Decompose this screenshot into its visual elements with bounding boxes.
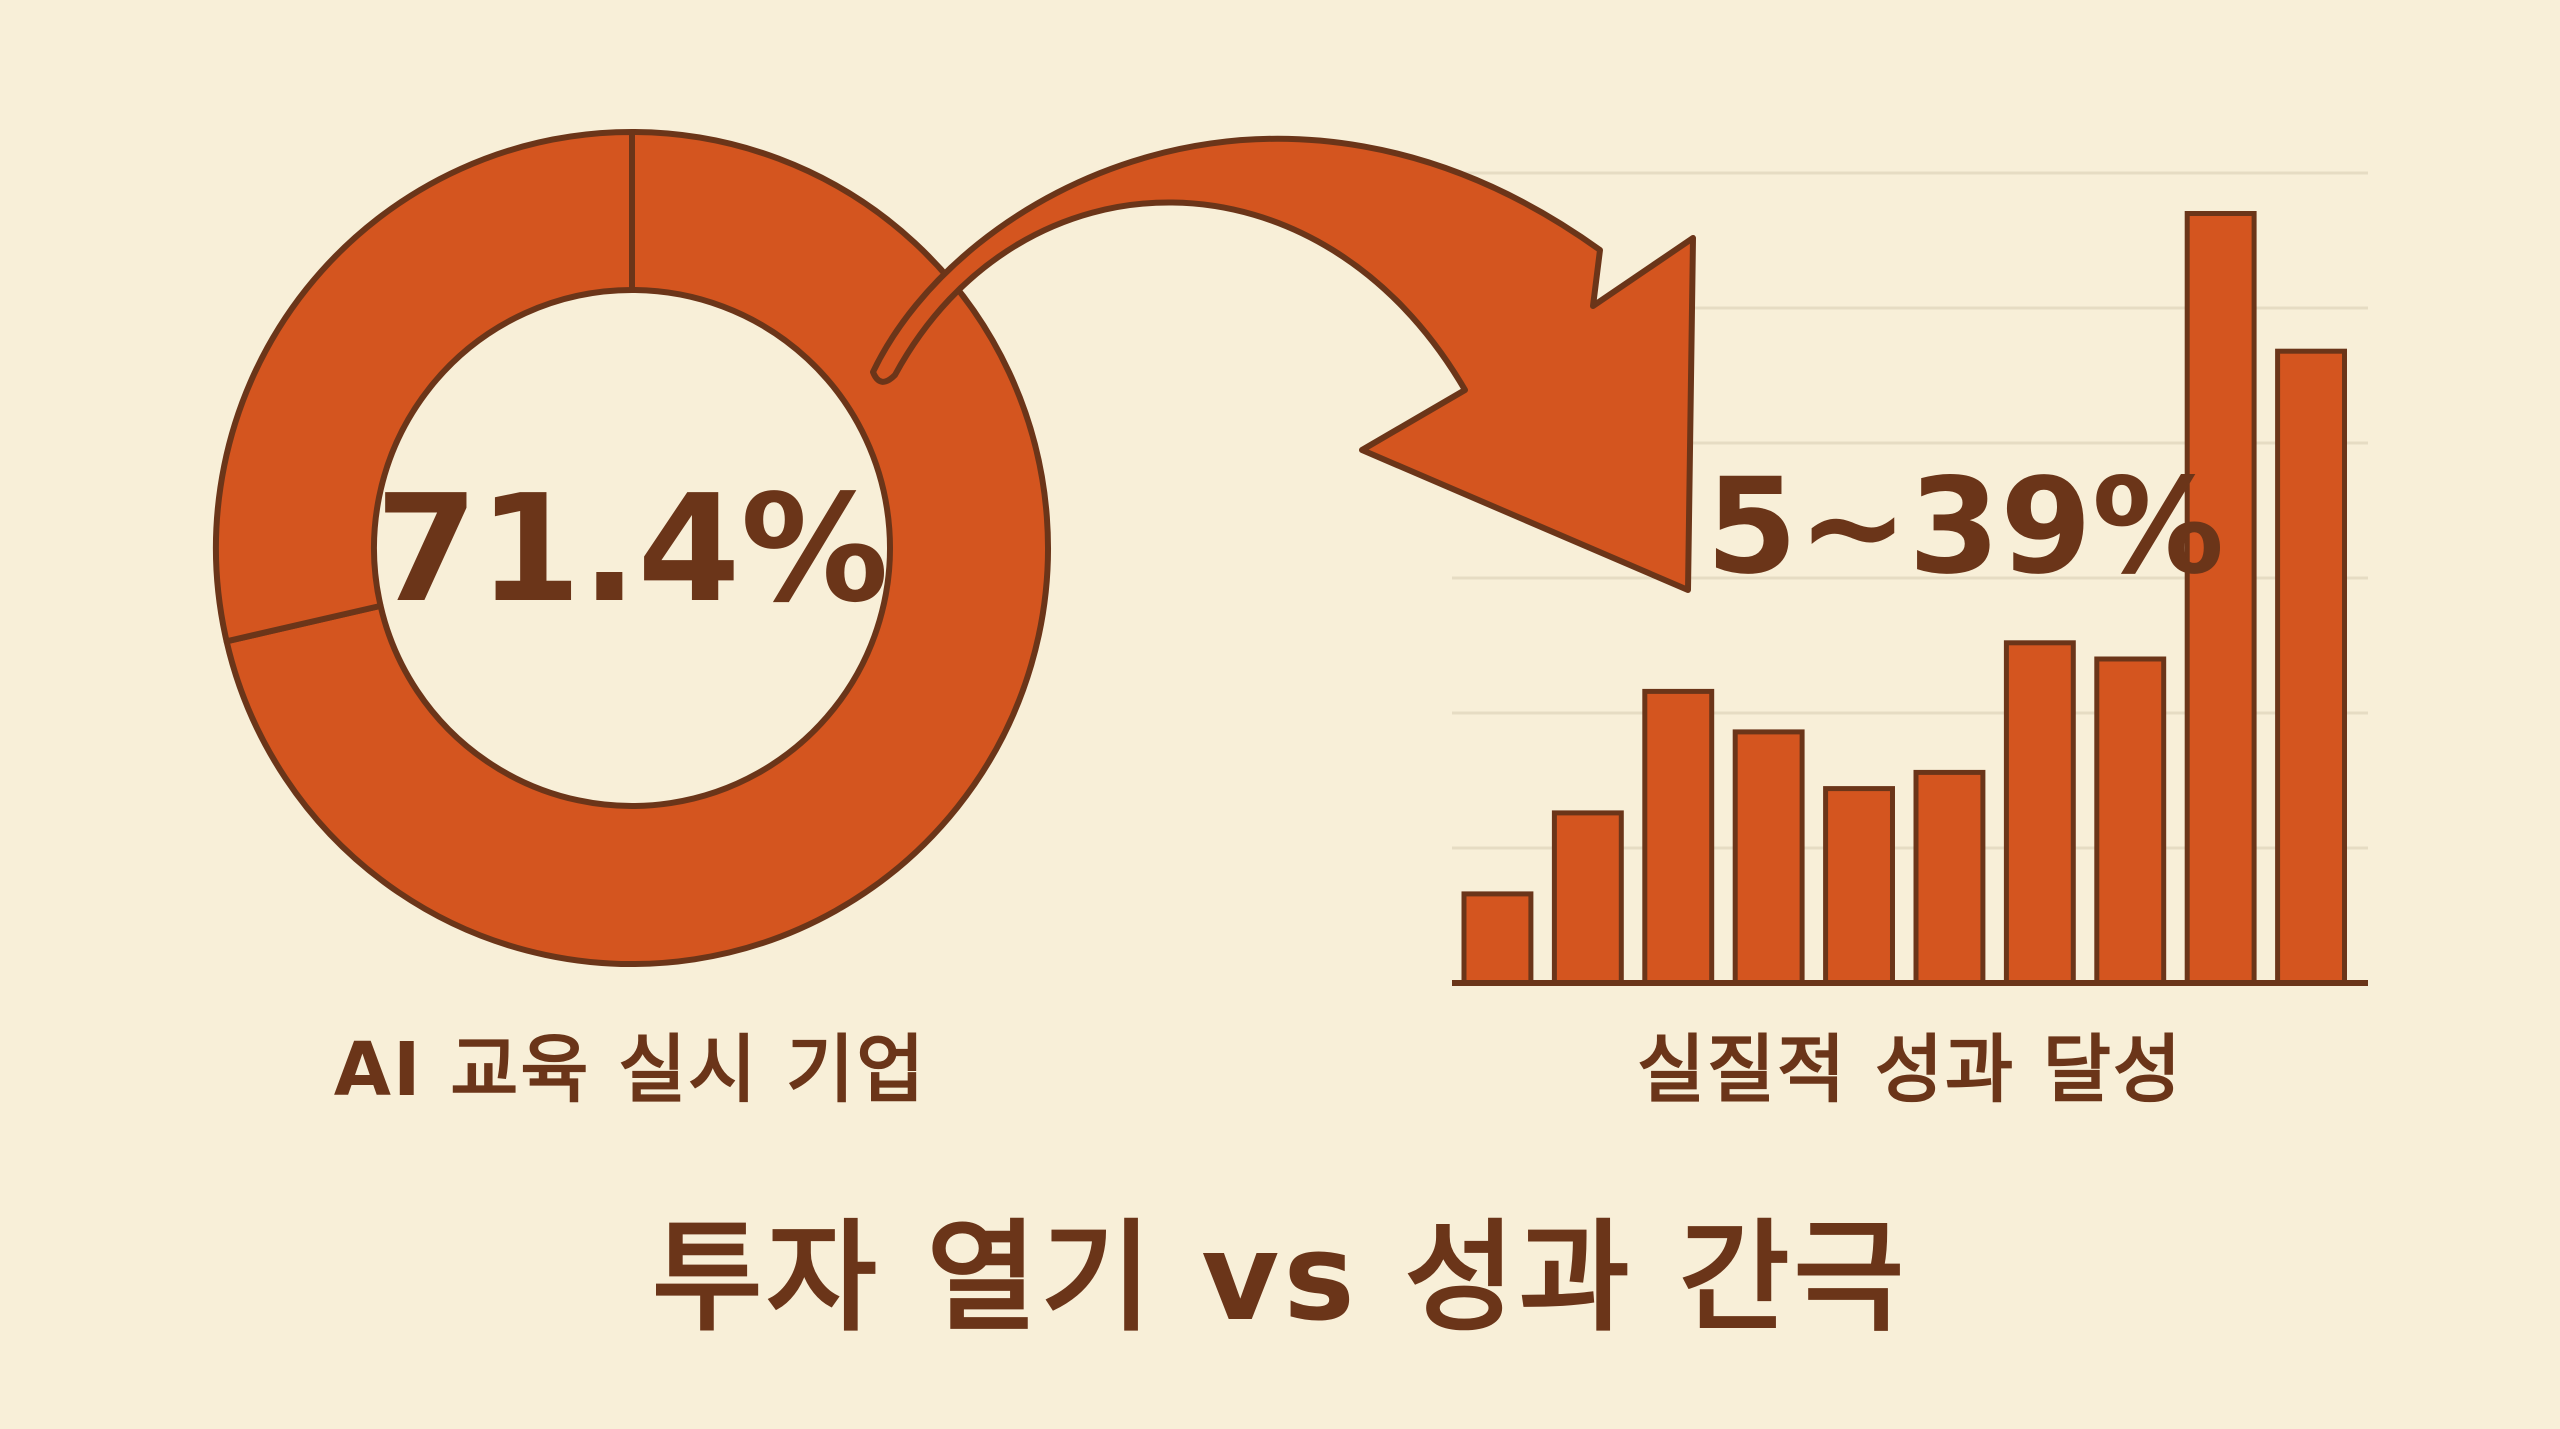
donut-chart	[213, 129, 1051, 967]
bar-10	[2275, 348, 2347, 986]
bar-chart-annotation: 5~39%	[1706, 450, 2224, 604]
bar-5	[1823, 786, 1895, 986]
donut-segment-1	[213, 129, 635, 645]
curved-arrow	[870, 135, 1696, 593]
bar-3	[1642, 688, 1715, 986]
donut-center-label: 71.4%	[375, 463, 888, 635]
bar-chart	[1452, 211, 2368, 986]
bar-2	[1551, 810, 1624, 986]
bar-1	[1461, 891, 1534, 986]
bar-7	[2003, 640, 2076, 986]
bar-8	[2094, 656, 2167, 986]
donut-segment-0	[223, 129, 1051, 967]
donut-caption: AI 교육 실시 기업	[333, 1027, 927, 1113]
bar-6	[1913, 769, 1986, 986]
bar-chart-caption: 실질적 성과 달성	[1636, 1027, 2184, 1113]
bar-4	[1732, 729, 1805, 986]
page-title: 투자 열기 vs 성과 간극	[652, 1209, 1908, 1348]
